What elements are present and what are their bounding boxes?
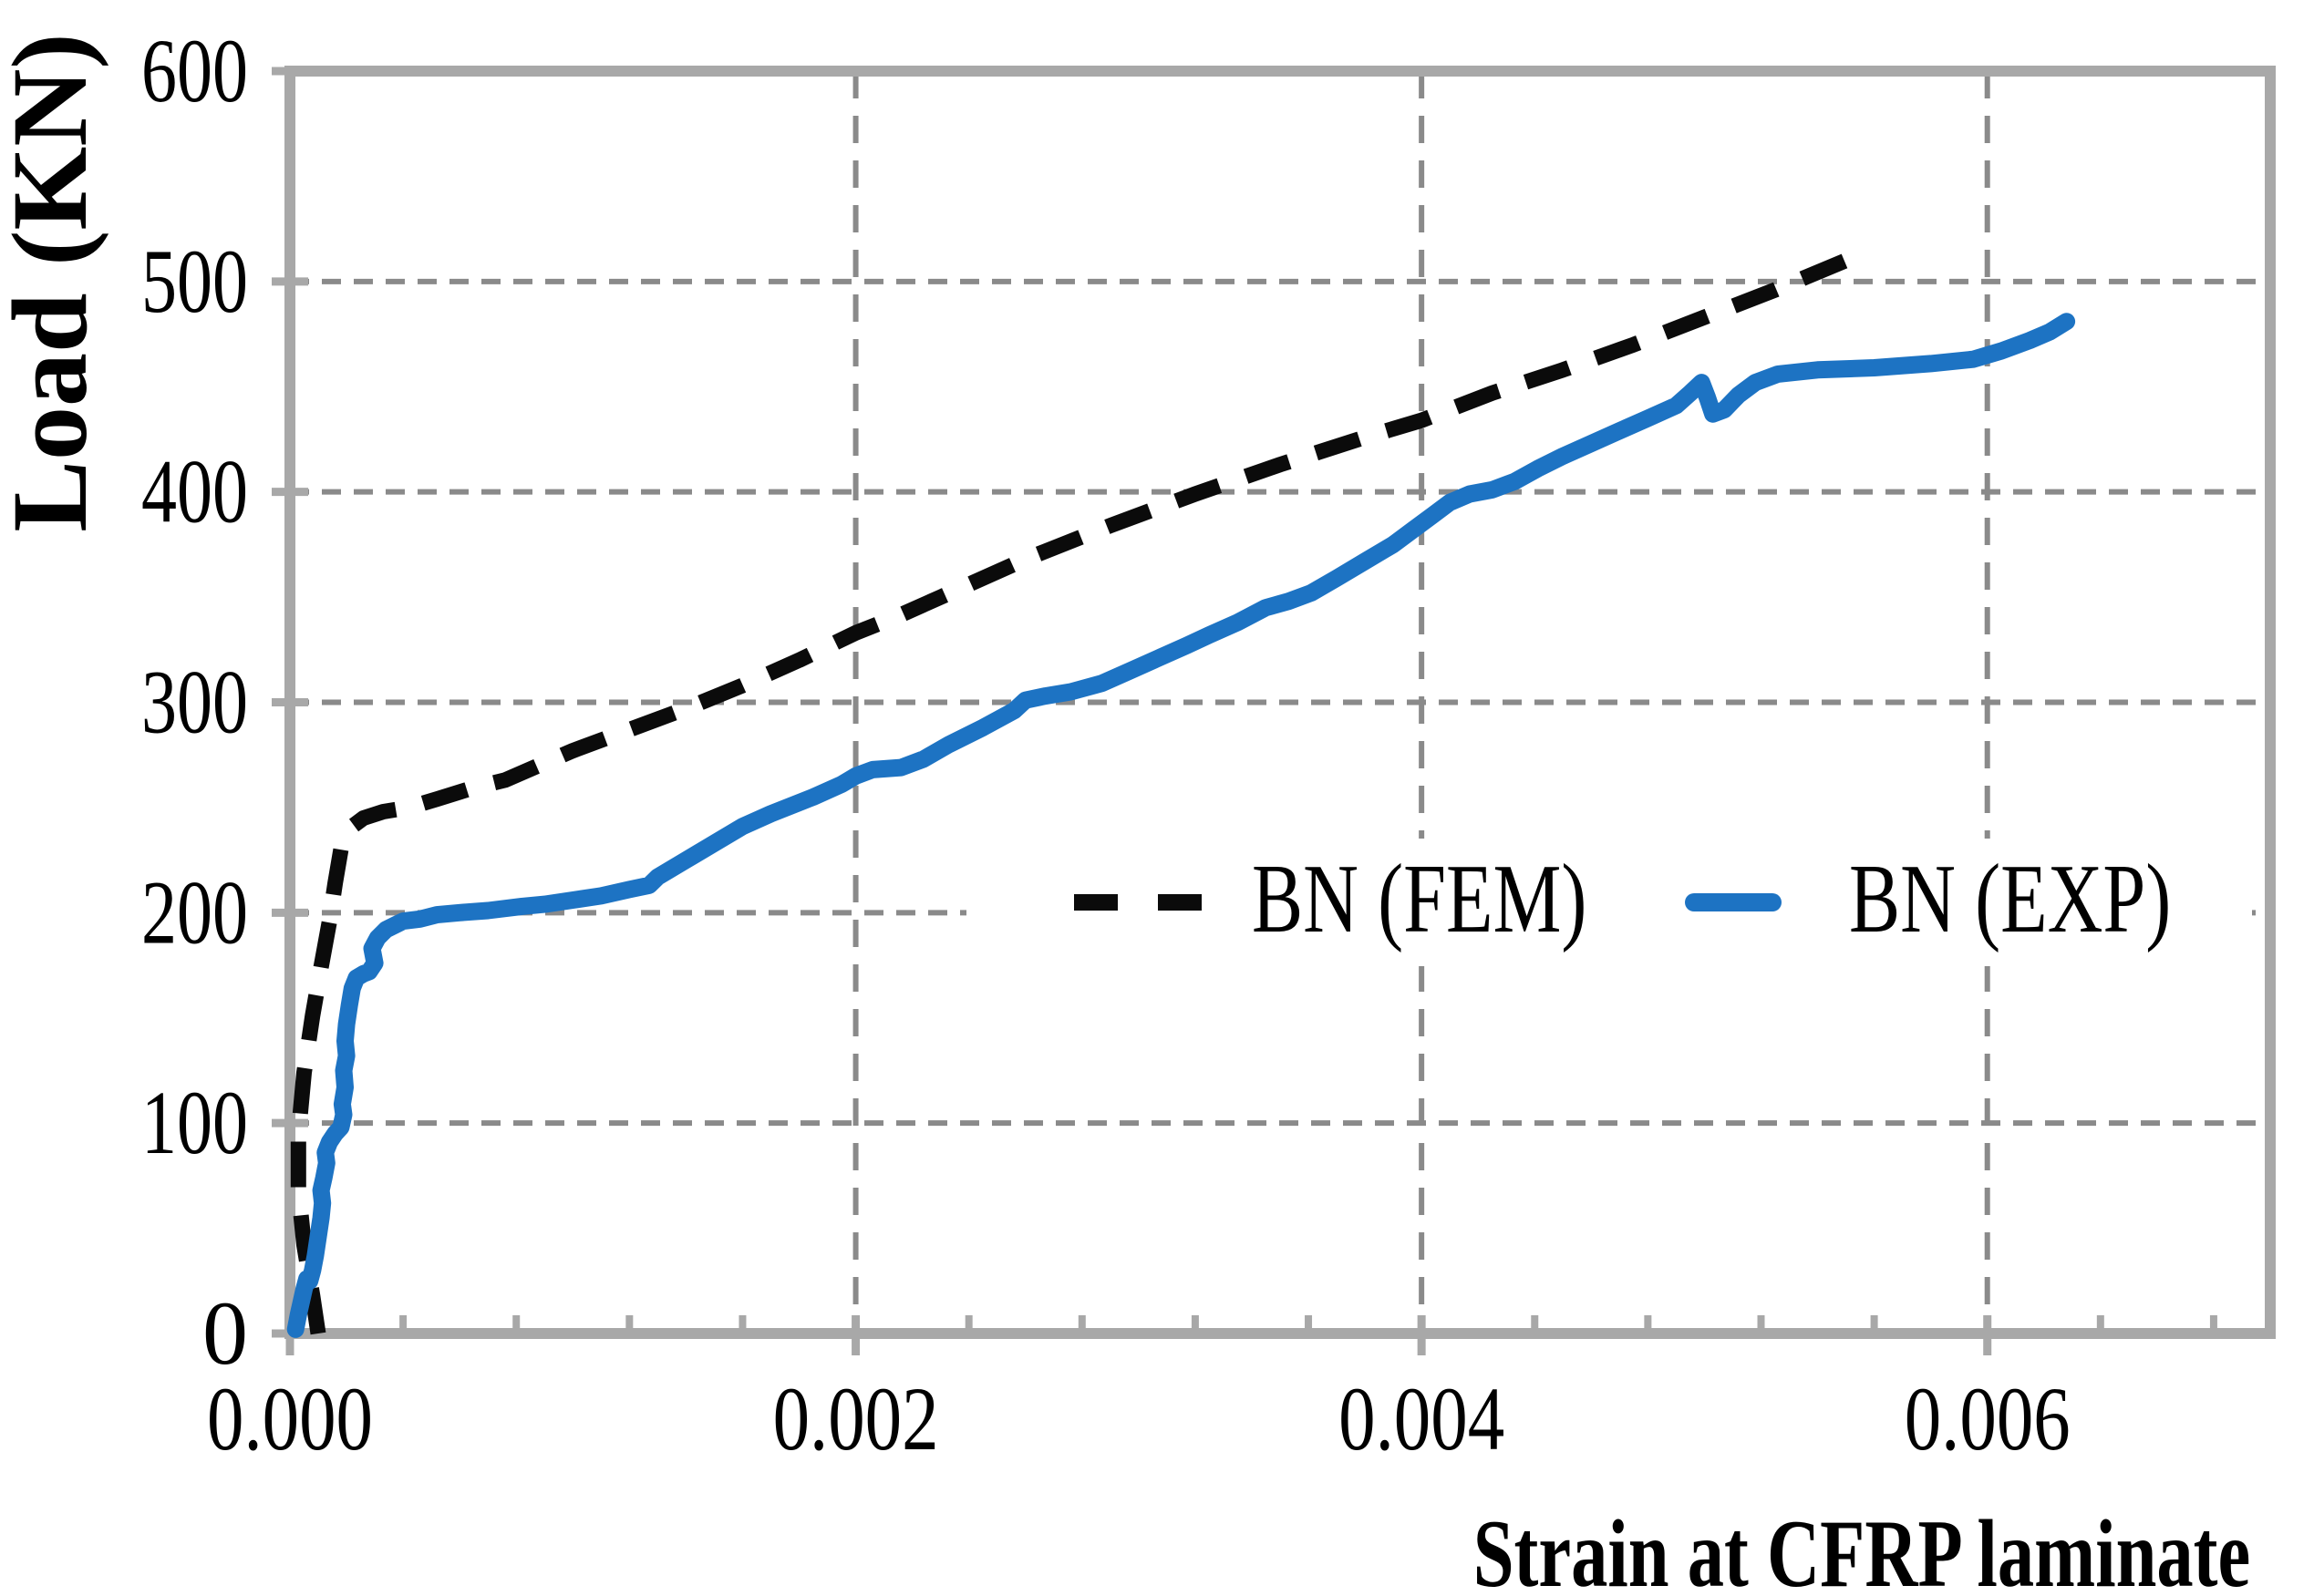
y-tick-label-400: 400 [141,441,248,542]
x-tick-label-0.004: 0.004 [1338,1368,1504,1469]
x-tick-label-0.002: 0.002 [773,1368,939,1469]
legend-solid-line-swatch-exp [1685,893,1782,911]
legend-label-fem: BN (FEM) [1252,845,1587,953]
x-tick-labels: 0.000 0.002 0.004 0.006 [207,1368,2071,1469]
y-tick-label-600: 600 [141,20,248,121]
y-tick-label-500: 500 [141,231,248,332]
y-tick-label-100: 100 [141,1072,248,1173]
y-axis-ticks [272,67,308,1338]
x-tick-label-0.000: 0.000 [207,1368,373,1469]
y-tick-label-0: 0 [202,1282,248,1384]
y-tick-label-300: 300 [141,652,248,753]
fem-curve [290,252,1849,1335]
x-tick-label-0.006: 0.006 [1905,1368,2071,1469]
legend: BN (FEM) BN (EXP) [966,839,2252,966]
exp-curve [286,313,2076,1338]
y-axis-title: Load (KN) [0,33,109,532]
legend-dashed-line-swatch-fem [1074,894,1202,911]
legend-label-exp: BN (EXP) [1849,845,2172,953]
y-tick-label-200: 200 [141,861,248,963]
x-axis-title: Strain at CFRP laminate [1472,1500,2251,1596]
grid-lines [290,71,2265,1333]
y-tick-labels: 0 100 200 300 400 500 600 [141,20,248,1384]
